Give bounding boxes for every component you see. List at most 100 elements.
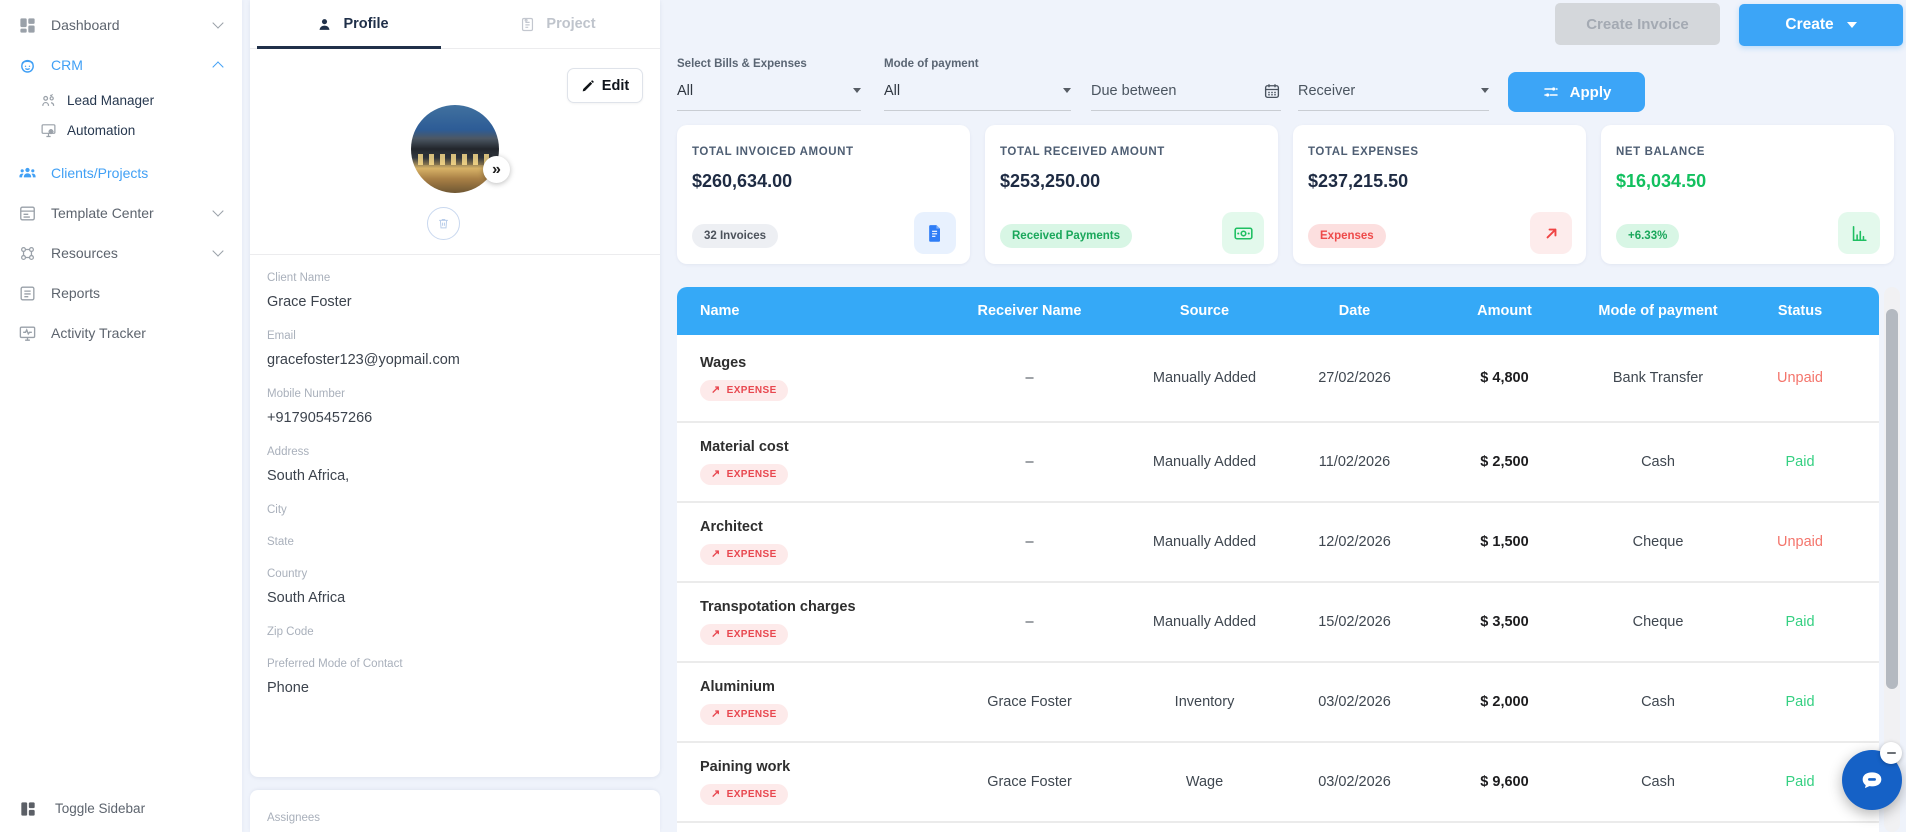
invoices-count-badge: 32 Invoices xyxy=(692,224,779,248)
toggle-sidebar-button[interactable]: Toggle Sidebar xyxy=(18,799,145,818)
table-body: Wages ↗ EXPENSE – Manually Added 27/02/2… xyxy=(677,335,1879,823)
column-header-mode: Mode of payment xyxy=(1598,303,1718,319)
assignees-panel: Assignees xyxy=(250,790,660,832)
automation-icon xyxy=(40,122,57,139)
sidebar-item-lead-manager[interactable]: Lead Manager xyxy=(0,85,242,115)
dashboard-icon xyxy=(18,16,37,35)
tab-label: Project xyxy=(546,16,596,32)
amount-cell: $ 4,800 xyxy=(1480,370,1529,386)
client-details: Client Name Grace Foster Email gracefost… xyxy=(267,272,643,716)
arrow-up-right-icon: ↗ xyxy=(711,788,721,800)
mode-of-payment-cell: Cash xyxy=(1641,454,1675,470)
table-row[interactable]: Paining work ↗ EXPENSE Grace Foster Wage… xyxy=(677,743,1879,823)
field-label: Country xyxy=(267,568,308,580)
edit-button[interactable]: Edit xyxy=(567,68,643,103)
sidebar-item-automation[interactable]: Automation xyxy=(0,115,242,145)
sidebar-item-clients-projects[interactable]: Clients/Projects xyxy=(0,153,242,193)
sidebar-item-dashboard[interactable]: Dashboard xyxy=(0,5,242,45)
table-row[interactable]: Architect ↗ EXPENSE – Manually Added 12/… xyxy=(677,503,1879,583)
table-scrollbar-track[interactable] xyxy=(1884,287,1900,832)
mode-of-payment-cell: Cheque xyxy=(1632,534,1684,550)
column-header-amount: Amount xyxy=(1477,303,1532,319)
card-amount: $237,215.50 xyxy=(1308,171,1409,191)
date-cell: 15/02/2026 xyxy=(1318,614,1391,630)
chat-minimize-button[interactable] xyxy=(1880,742,1902,764)
source-cell: Inventory xyxy=(1174,694,1235,710)
amount-cell: $ 3,500 xyxy=(1480,614,1529,630)
mode-of-payment-cell: Cash xyxy=(1641,774,1675,790)
pencil-icon xyxy=(581,79,595,93)
sidebar-item-crm[interactable]: CRM xyxy=(0,45,242,85)
create-invoice-button[interactable]: Create Invoice xyxy=(1555,3,1720,45)
status-cell: Paid xyxy=(1785,774,1815,790)
receiver-cell: – xyxy=(1025,454,1034,470)
field-value: gracefoster123@yopmail.com xyxy=(267,352,460,368)
apply-filters-button[interactable]: Apply xyxy=(1508,72,1645,112)
mode-of-payment-select[interactable]: All xyxy=(884,80,1071,111)
tab-project[interactable]: Project xyxy=(455,0,660,48)
filter-mode-of-payment: Mode of payment All xyxy=(884,58,1071,111)
tab-profile[interactable]: Profile xyxy=(250,0,455,49)
table-row[interactable]: Wages ↗ EXPENSE – Manually Added 27/02/2… xyxy=(677,335,1879,423)
expense-tag: ↗ EXPENSE xyxy=(700,380,788,401)
amount-cell: $ 9,600 xyxy=(1480,774,1529,790)
receiver-placeholder: Receiver xyxy=(1298,82,1356,99)
receiver-cell: Grace Foster xyxy=(987,694,1072,710)
table-row[interactable]: Transpotation charges ↗ EXPENSE – Manual… xyxy=(677,583,1879,663)
template-center-icon xyxy=(18,204,37,223)
chevron-down-icon xyxy=(212,17,224,29)
card-amount: $16,034.50 xyxy=(1616,171,1707,191)
date-cell: 12/02/2026 xyxy=(1318,534,1391,550)
expense-tag: ↗ EXPENSE xyxy=(700,624,788,645)
bills-expenses-select[interactable]: All xyxy=(677,80,861,111)
table-scrollbar-thumb[interactable] xyxy=(1886,309,1898,689)
sidebar-item-resources[interactable]: Resources xyxy=(0,233,242,273)
receiver-select[interactable]: Receiver xyxy=(1298,80,1489,111)
resources-icon xyxy=(18,244,37,263)
create-label: Create xyxy=(1785,16,1834,33)
caret-down-icon xyxy=(1063,88,1071,93)
sidebar-item-reports[interactable]: Reports xyxy=(0,273,242,313)
field-value: South Africa xyxy=(267,590,346,606)
sidebar-item-label: Automation xyxy=(67,122,136,138)
sidebar-item-template-center[interactable]: Template Center xyxy=(0,193,242,233)
project-document-icon xyxy=(519,16,536,33)
caret-down-icon xyxy=(853,88,861,93)
received-payments-badge: Received Payments xyxy=(1000,224,1133,248)
avatar-next-button[interactable]: » xyxy=(483,156,510,183)
arrow-up-right-icon: ↗ xyxy=(711,468,721,480)
expense-tag: ↗ EXPENSE xyxy=(700,464,788,485)
sidebar: Dashboard CRM Lead Manager Automation xyxy=(0,0,242,832)
sliders-icon xyxy=(1542,83,1560,101)
filter-receiver: Receiver xyxy=(1298,58,1489,111)
sidebar-item-label: Lead Manager xyxy=(67,92,155,108)
field-value: Phone xyxy=(267,680,309,696)
table-header: Name Receiver Name Source Date Amount Mo… xyxy=(677,287,1879,335)
sidebar-item-label: Reports xyxy=(51,285,101,301)
expense-tag-label: EXPENSE xyxy=(726,385,777,396)
row-name: Wages xyxy=(700,355,747,371)
field-label: Email xyxy=(267,330,296,342)
card-title: NET BALANCE xyxy=(1616,146,1706,158)
status-cell: Unpaid xyxy=(1777,370,1823,386)
divider xyxy=(250,254,660,255)
field-label: Client Name xyxy=(267,272,331,284)
expense-tag-label: EXPENSE xyxy=(726,709,777,720)
source-cell: Manually Added xyxy=(1152,454,1257,470)
chat-bubble-icon xyxy=(1858,766,1886,794)
due-between-datepicker[interactable]: Due between xyxy=(1091,80,1281,111)
create-button[interactable]: Create xyxy=(1739,4,1903,46)
table-row[interactable]: Aluminium ↗ EXPENSE Grace Foster Invento… xyxy=(677,663,1879,743)
trash-icon xyxy=(436,216,451,231)
mode-of-payment-cell: Bank Transfer xyxy=(1612,370,1704,386)
field-label: City xyxy=(267,504,287,516)
expenses-table: Name Receiver Name Source Date Amount Mo… xyxy=(677,287,1879,832)
profile-field: Client Name Grace Foster xyxy=(267,272,643,310)
filter-label: Mode of payment xyxy=(884,58,979,70)
field-label: Address xyxy=(267,446,310,458)
table-row[interactable]: Material cost ↗ EXPENSE – Manually Added… xyxy=(677,423,1879,503)
delete-avatar-button[interactable] xyxy=(427,207,460,240)
card-amount: $253,250.00 xyxy=(1000,171,1101,191)
sidebar-item-activity-tracker[interactable]: Activity Tracker xyxy=(0,313,242,353)
chevron-down-icon xyxy=(212,205,224,217)
